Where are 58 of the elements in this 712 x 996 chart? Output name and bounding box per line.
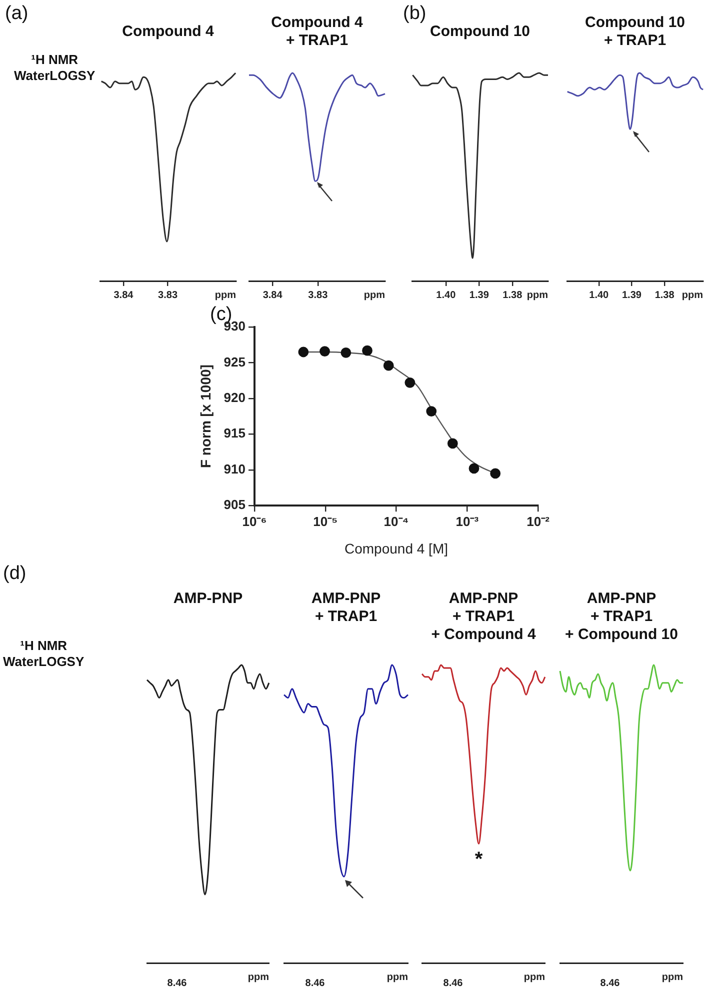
- x-axis-title: Compound 4 [M]: [344, 540, 448, 556]
- text: 8.46: [442, 978, 464, 990]
- x-tick-label: 3.84: [114, 290, 134, 301]
- text: 8.46: [166, 978, 188, 990]
- text: (b): [403, 2, 426, 26]
- y-tick-label: 915: [224, 426, 246, 441]
- x-axis-title: ppm: [214, 290, 236, 301]
- chart-title: AMP-PNP + TRAP1 + Compound 10: [565, 590, 678, 644]
- x-tick-label: 10⁻⁵: [313, 514, 338, 529]
- x-tick-label: 1.40: [589, 290, 610, 301]
- y-tick-label: 905: [224, 497, 246, 512]
- x-tick-label: 10⁻³: [456, 514, 480, 529]
- annotation: *: [474, 848, 483, 870]
- point: [383, 360, 394, 371]
- x-axis-title: ppm: [386, 972, 408, 983]
- point: [362, 345, 372, 356]
- chart-title: Compound 4 + TRAP1: [271, 14, 364, 50]
- text: 8.46: [304, 978, 326, 990]
- chart-title: AMP-PNP + TRAP1: [311, 590, 381, 626]
- x-axis-title: ppm: [662, 972, 684, 983]
- x-tick-label: 3.84: [262, 290, 283, 301]
- x-tick-label: 1.40: [436, 290, 456, 301]
- text: 8.46: [599, 978, 621, 990]
- x-tick-label: 10⁻⁴: [384, 514, 409, 529]
- point: [490, 468, 501, 479]
- text: ¹H NMR WaterLOGSY: [14, 52, 96, 84]
- x-tick-label: 10⁻⁶: [242, 514, 267, 529]
- chart-title: Compound 4: [122, 23, 214, 40]
- text: (a): [5, 2, 28, 26]
- point: [468, 463, 480, 474]
- x-axis-title: ppm: [364, 290, 386, 301]
- x-axis-title: ppm: [524, 972, 546, 983]
- y-tick-label: 910: [224, 461, 246, 476]
- y-tick-label: 920: [224, 390, 246, 406]
- point: [320, 346, 330, 356]
- x-axis-title: ppm: [682, 290, 704, 301]
- chart-title: AMP-PNP: [173, 590, 243, 608]
- point: [404, 378, 416, 388]
- point: [340, 348, 352, 358]
- point: [447, 438, 458, 449]
- chart-title: Compound 10 + TRAP1: [585, 14, 685, 50]
- y-tick-label: 925: [224, 354, 246, 370]
- point: [426, 406, 437, 416]
- x-tick-label: 3.83: [308, 290, 328, 301]
- y-axis-title: F norm [x 1000]: [197, 364, 214, 468]
- x-tick-label: 1.38: [502, 290, 523, 301]
- point: [298, 346, 309, 358]
- chart-title: Compound 10: [430, 23, 530, 40]
- text: (d): [3, 562, 26, 586]
- chart-title: AMP-PNP + TRAP1 + Compound 4: [431, 590, 536, 644]
- x-axis-title: ppm: [248, 972, 270, 983]
- x-tick-label: 10⁻²: [526, 514, 550, 529]
- x-tick-label: 1.38: [654, 290, 675, 301]
- x-tick-label: 1.39: [469, 290, 490, 301]
- x-tick-label: 1.39: [622, 290, 642, 301]
- x-tick-label: 3.83: [158, 290, 178, 301]
- x-axis-title: ppm: [526, 290, 548, 301]
- text: ¹H NMR WaterLOGSY: [3, 638, 84, 670]
